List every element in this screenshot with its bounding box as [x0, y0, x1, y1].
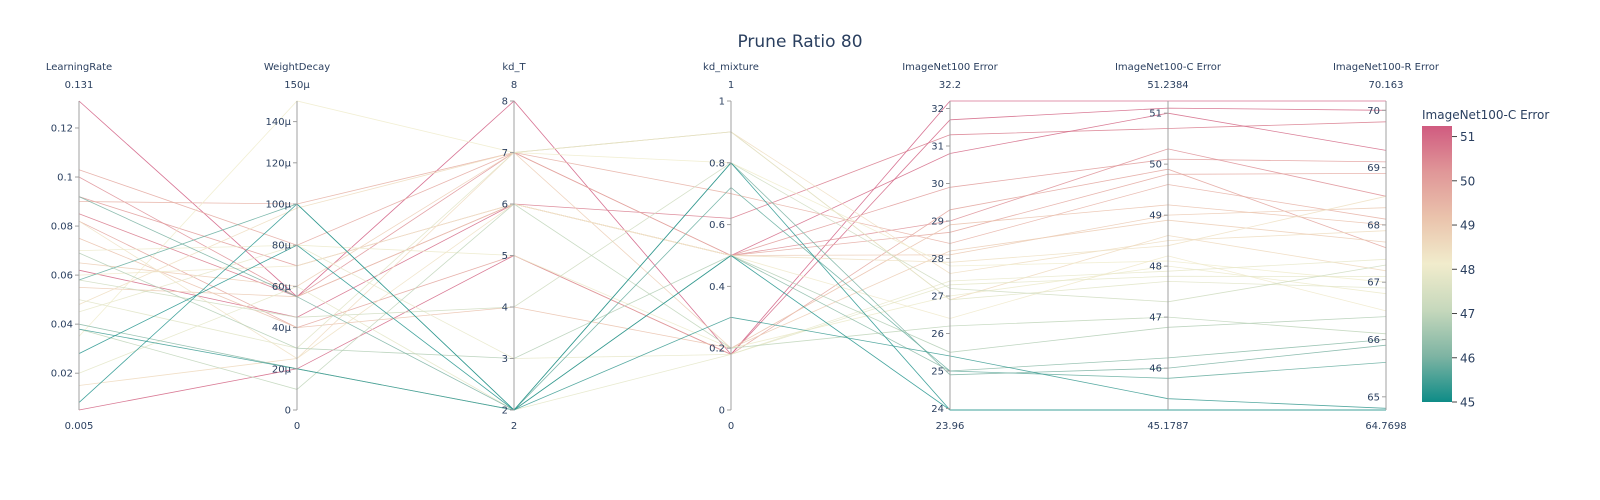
data-line — [78, 100, 1387, 337]
axis-label: WeightDecay — [264, 62, 330, 73]
axis-tick-label: 7 — [502, 148, 508, 159]
axis-tick-label: 20μ — [272, 364, 292, 375]
axis-label: ImageNet100-R Error — [1333, 62, 1440, 73]
axis-tick-label: 30 — [931, 179, 944, 190]
axis-tick-label: 80μ — [272, 241, 292, 252]
axis-tick-label: 26 — [931, 329, 944, 340]
axis-range-max: 70.163 — [1369, 80, 1404, 91]
axis-tick-label: 50 — [1149, 160, 1162, 171]
axis-label: ImageNet100-C Error — [1115, 62, 1222, 73]
axis-tick-label: 67 — [1367, 278, 1380, 289]
axis-tick-label: 40μ — [272, 323, 292, 334]
data-line — [78, 244, 1387, 359]
axis-label: kd_mixture — [703, 62, 759, 73]
axis-range-min: 0.005 — [65, 421, 94, 432]
axis-range-min: 23.96 — [936, 421, 965, 432]
axis-range-min: 64.7698 — [1365, 421, 1406, 432]
axis-tick-label: 60μ — [272, 282, 292, 293]
colorbar: ImageNet100-C Error 45 46 47 48 49 50 51 — [1422, 108, 1549, 410]
axis-range-max: 32.2 — [939, 80, 961, 91]
axis-tick-label: 28 — [931, 254, 944, 265]
axis-tick-label: 0 — [719, 406, 725, 417]
axis: ImageNet100-C Error 51.2384 45.1787 46 47 48 4… — [1115, 62, 1222, 432]
axis-range-max: 1 — [728, 80, 734, 91]
axis-tick-label: 8 — [502, 97, 508, 108]
axis-tick-label: 120μ — [266, 158, 292, 169]
colorbar-tick-label: 46 — [1460, 351, 1475, 365]
axis-tick-label: 65 — [1367, 392, 1380, 403]
axis-tick-label: 0.12 — [51, 123, 73, 134]
axis-tick-label: 70 — [1367, 106, 1380, 117]
axis-tick-label: 0.02 — [51, 369, 73, 380]
axis: kd_T 8 22 3 4 5 6 7 8 — [502, 62, 527, 432]
axis-label: kd_T — [502, 62, 526, 73]
axis-tick-label: 0.8 — [709, 158, 725, 169]
axis-range-max: 8 — [511, 80, 517, 91]
axis-tick-label: 47 — [1149, 313, 1162, 324]
axis-tick-label: 31 — [931, 142, 944, 153]
axis-tick-label: 140μ — [266, 117, 292, 128]
axis: ImageNet100 Error 32.2 23.96 24 25 26 27 28 29 30… — [902, 62, 998, 432]
data-line — [78, 203, 1386, 411]
axis-range-max: 150μ — [284, 80, 310, 91]
axis-range-min: 0 — [294, 421, 300, 432]
colorbar-tick-label: 49 — [1460, 219, 1475, 233]
axis-tick-label: 27 — [931, 292, 944, 303]
axis-tick-label: 66 — [1367, 335, 1380, 346]
axis-tick-label: 0.08 — [51, 222, 73, 233]
data-line — [78, 203, 1387, 319]
axis-tick-label: 4 — [502, 303, 508, 314]
axis-tick-label: 2 — [502, 406, 508, 417]
axis-tick-label: 0.4 — [709, 282, 725, 293]
axis-tick-label: 48 — [1149, 262, 1162, 273]
axis-tick-label: 68 — [1367, 220, 1380, 231]
axis-range-min: 2 — [511, 421, 517, 432]
axis-label: LearningRate — [46, 62, 112, 73]
data-line — [78, 100, 1386, 356]
axis-tick-label: 0.06 — [51, 271, 73, 282]
colorbar-tick-label: 48 — [1460, 263, 1475, 277]
axis-tick-label: 0.1 — [57, 173, 73, 184]
axis-tick-label: 51 — [1149, 109, 1162, 120]
colorbar-scale — [1422, 126, 1452, 402]
axis: WeightDecay 150μ 00 20μ 40μ 60μ 80μ 100μ 120μ 140… — [264, 62, 330, 432]
colorbar-tick-label: 47 — [1460, 307, 1475, 321]
axis-tick-label: 69 — [1367, 163, 1380, 174]
axis-tick-label: 1 — [719, 97, 725, 108]
axis-tick-label: 49 — [1149, 211, 1162, 222]
axis-tick-label: 0 — [285, 406, 291, 417]
axis-tick-label: 5 — [502, 251, 508, 262]
axis-tick-label: 100μ — [266, 200, 292, 211]
axis-tick-label: 25 — [931, 367, 944, 378]
axis-tick-label: 29 — [931, 217, 944, 228]
chart-title: Prune Ratio 80 — [737, 32, 863, 52]
axis-tick-label: 32 — [931, 104, 944, 115]
axis: ImageNet100-R Error 70.163 64.7698 65 66 67 68… — [1333, 62, 1440, 432]
axis-tick-label: 6 — [502, 200, 508, 211]
colorbar-tick-label: 51 — [1460, 130, 1475, 144]
axis-tick-label: 24 — [931, 404, 944, 415]
axis-tick-label: 3 — [502, 354, 508, 365]
axis-range-min: 45.1787 — [1147, 421, 1188, 432]
colorbar-tick-label: 45 — [1460, 396, 1475, 410]
colorbar-title: ImageNet100-C Error — [1422, 108, 1549, 122]
axis-tick-label: 0.04 — [51, 320, 73, 331]
data-line — [78, 186, 1387, 411]
axis-range-max: 0.131 — [65, 80, 94, 91]
axis-range-max: 51.2384 — [1147, 80, 1188, 91]
axes: LearningRate0.1310.0050.020.040.060.080.… — [46, 62, 1440, 432]
axis: LearningRate 0.131 0.005 0.02 0.04 0.06 0.08 0.… — [46, 62, 112, 432]
axis-tick-label: 0.2 — [709, 344, 725, 355]
axis-tick-label: 0.6 — [709, 220, 725, 231]
axis-range-min: 0 — [728, 421, 734, 432]
axis: kd_mixture 1 00 0.2 0.4 0.6 0.8 1 — [703, 62, 759, 432]
axis-tick-label: 46 — [1149, 364, 1162, 375]
colorbar-tick-label: 50 — [1460, 174, 1475, 188]
axis-label: ImageNet100 Error — [902, 62, 998, 73]
